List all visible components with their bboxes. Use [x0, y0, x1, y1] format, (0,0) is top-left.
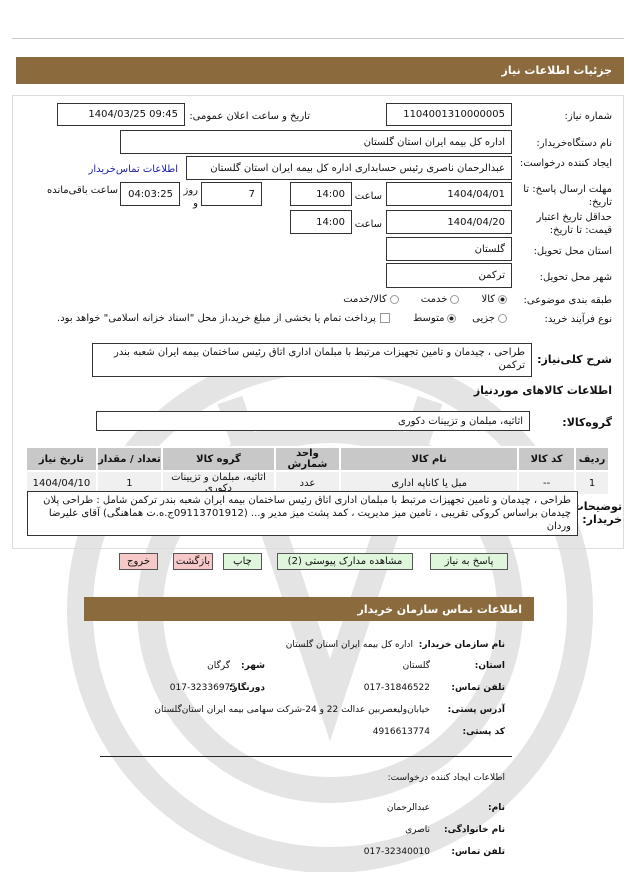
creator-phone-label: تلفن تماس: [451, 847, 505, 857]
payment-note: پرداخت تمام یا بخشی از مبلغ خرید،از محل … [57, 313, 376, 324]
back-button[interactable]: بازگشت [173, 553, 213, 570]
radio-goods[interactable]: کالا [481, 294, 510, 305]
goods-group-label: گروه‌کالا: [562, 416, 612, 429]
details-panel [12, 95, 624, 549]
notes-field: طراحی ، چیدمان و تامین تجهیزات مرتبط با … [27, 491, 578, 536]
creator-phone-value: 017-32340010 [363, 847, 430, 857]
name-value: عبدالرحمان [386, 803, 430, 813]
org-value: اداره کل بیمه ایران استان گلستان [285, 640, 414, 650]
province-label: استان: [474, 661, 505, 671]
process-radios: جزیی متوسط پرداخت تمام یا بخشی از مبلغ خ… [57, 312, 510, 325]
goods-group-field: اثاثیه، مبلمان و تزیینات دکوری [96, 411, 530, 431]
col-name: نام کالا [339, 446, 520, 472]
province-field: گلستان [386, 237, 512, 261]
need-number-field: 1104001310000005 [386, 103, 512, 126]
address-value: خیابان‌ولیعصربین عدالت 22 و 24-شرکت سهام… [154, 705, 430, 715]
col-unit: واحد شمارش [273, 446, 342, 472]
family-value: ناصری [405, 825, 430, 835]
address-label: آدرس پستی: [447, 705, 505, 715]
city-label: شهر محل تحویل: [539, 272, 612, 283]
exit-button[interactable]: خروج [119, 553, 158, 570]
deadline-time-field: 14:00 [290, 182, 352, 206]
creator-title: اطلاعات ایجاد کننده درخواست: [387, 773, 505, 783]
family-label: نام خانوادگی: [443, 825, 505, 835]
col-group: گروه کالا [161, 446, 276, 472]
category-radios: کالا خدمت کالا/خدمت [343, 293, 510, 306]
fax-label: دورنگار: [228, 683, 265, 693]
name-label: نام: [488, 803, 505, 813]
contact-divider [100, 756, 512, 757]
cell-row: 1 [574, 470, 610, 496]
validity-time-label: ساعت [354, 219, 382, 230]
postal-label: کد پستی: [462, 727, 505, 737]
city-value: گرگان [207, 661, 230, 671]
col-code: کد کالا [517, 446, 577, 472]
reply-button[interactable]: پاسخ به نیاز [430, 553, 508, 570]
buyer-label: نام دستگاه‌خریدار: [536, 138, 612, 149]
deadline-time-label: ساعت [354, 191, 382, 202]
org-label: نام سازمان خریدار: [418, 640, 505, 650]
contact-header: اطلاعات تماس سازمان خریدار [84, 597, 534, 621]
announce-field: 1404/03/25 09:45 [57, 103, 185, 126]
city-field: ترکمن [386, 263, 512, 288]
validity-time-field: 14:00 [290, 210, 352, 234]
category-label: طبقه بندی موضوعی: [523, 295, 612, 306]
phone-value: 017-31846522 [363, 683, 430, 693]
payment-checkbox[interactable] [379, 313, 390, 323]
process-label: نوع فرآیند خرید: [544, 314, 613, 325]
summary-field: طراحی ، چیدمان و تامین تجهیزات مرتبط با … [92, 343, 532, 377]
deadline-date-field: 1404/04/01 [386, 182, 512, 206]
attachments-button[interactable]: مشاهده مدارک پیوستی (2) [277, 553, 413, 570]
province-value: گلستان [402, 661, 430, 671]
col-date: تاریخ نیاز [25, 446, 98, 472]
notes-label: توضیحات خریدار: [572, 500, 622, 526]
validity-date-field: 1404/04/20 [386, 210, 512, 234]
postal-value: 4916613774 [372, 727, 430, 737]
fax-value: 017-32336975 [169, 683, 236, 693]
remaining-field: 04:03:25 [120, 182, 180, 206]
phone-label: تلفن تماس: [451, 683, 505, 693]
days-field: 7 [201, 182, 262, 206]
radio-minor[interactable]: جزیی [472, 313, 510, 324]
city-label: شهر: [241, 661, 265, 671]
col-qty: تعداد / مقدار [95, 446, 164, 472]
deadline-label: مهلت ارسال پاسخ: تا تاریخ: [523, 184, 612, 208]
creator-field: عبدالرحمان ناصری رئیس حسابداری اداره کل … [186, 156, 512, 180]
radio-medium[interactable]: متوسط [413, 313, 459, 324]
print-button[interactable]: چاپ [223, 553, 262, 570]
summary-label: شرح کلی‌نیاز: [537, 353, 612, 366]
radio-goods-service[interactable]: کالا/خدمت [343, 294, 402, 305]
buyer-contact-link[interactable]: اطلاعات تماس‌خریدار [88, 164, 178, 175]
days-label: روز و [183, 185, 199, 209]
province-label: استان محل تحویل: [533, 246, 612, 257]
remaining-label: ساعت باقی‌مانده [46, 185, 118, 196]
buyer-field: اداره کل بیمه ایران استان گلستان [120, 130, 512, 154]
announce-label: تاریخ و ساعت اعلان عمومی: [189, 111, 310, 122]
table-header-row: ردیف کد کالا نام کالا واحد شمارش گروه کا… [25, 446, 610, 472]
top-divider [12, 38, 624, 39]
section-header: جزئیات اطلاعات نیاز [16, 57, 624, 84]
col-row: ردیف [574, 446, 610, 472]
need-number-label: شماره نیاز: [564, 111, 613, 122]
creator-label: ایجاد کننده درخواست: [519, 158, 612, 169]
validity-label: حداقل تاریخ اعتبار قیمت: تا تاریخ: [536, 212, 612, 236]
goods-title: اطلاعات کالاهای موردنیاز [473, 384, 612, 397]
radio-service[interactable]: خدمت [421, 294, 463, 305]
goods-table: ردیف کد کالا نام کالا واحد شمارش گروه کا… [25, 446, 610, 496]
